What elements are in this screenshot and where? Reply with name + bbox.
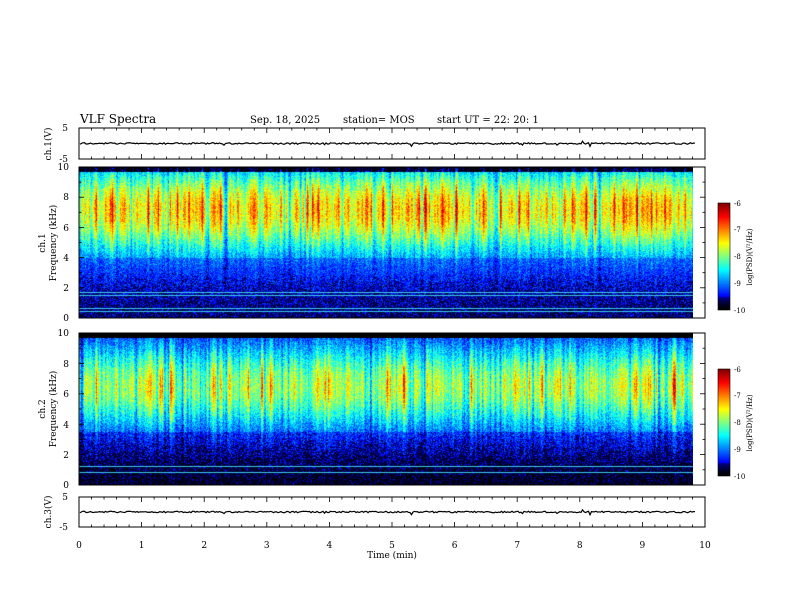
ch1-cb-tick-8: -8 bbox=[734, 253, 741, 261]
ch1-waveform-trace bbox=[79, 140, 696, 148]
axis-ticks bbox=[78, 128, 706, 527]
chart-title: VLF Spectra bbox=[79, 112, 156, 126]
ch3-wave-ytick-bottom: -5 bbox=[59, 523, 68, 533]
x-tick-label: 9 bbox=[640, 541, 646, 551]
ch2-spectrogram-image bbox=[79, 333, 693, 485]
ch2-colorbar bbox=[718, 369, 730, 476]
ch2-spec-ytick-4: 4 bbox=[63, 421, 69, 431]
x-tick-label: 1 bbox=[139, 541, 145, 551]
x-tick-labels: 0 1 2 3 4 5 6 7 8 9 10 bbox=[76, 541, 711, 551]
ch2-spec-ytick-6: 6 bbox=[63, 390, 69, 400]
ch1-spectrogram-image bbox=[79, 167, 693, 318]
x-tick-label: 10 bbox=[699, 541, 711, 551]
ch1-wave-ytick-bottom: -5 bbox=[59, 155, 68, 165]
ch2-spec-ylabel: ch.2Frequency (kHz) bbox=[38, 371, 59, 448]
ch2-cb-tick-6: -6 bbox=[734, 366, 741, 374]
ch1-cb-tick-9: -9 bbox=[734, 280, 741, 288]
ch2-spec-ytick-0: 0 bbox=[63, 481, 69, 491]
ch1-colorbar bbox=[718, 203, 730, 310]
ch1-wave-ylabel: ch.1(V) bbox=[43, 128, 54, 161]
x-tick-label: 3 bbox=[264, 541, 270, 551]
ch2-cb-tick-8: -8 bbox=[734, 419, 741, 427]
x-tick-label: 7 bbox=[514, 541, 520, 551]
ch1-colorbar-label: log(PSD)(V²/Hz) bbox=[746, 228, 754, 285]
ch1-spec-ytick-8: 8 bbox=[63, 193, 69, 203]
ch1-spec-ytick-0: 0 bbox=[63, 314, 69, 324]
x-tick-label: 8 bbox=[577, 541, 583, 551]
ch1-spec-ytick-10: 10 bbox=[58, 163, 70, 173]
x-tick-label: 5 bbox=[389, 541, 395, 551]
ch3-wave-ytick-top: 5 bbox=[62, 493, 68, 503]
ch2-spec-ytick-8: 8 bbox=[63, 360, 69, 370]
ch1-cb-tick-7: -7 bbox=[734, 226, 741, 234]
x-tick-label: 4 bbox=[327, 541, 333, 551]
ch1-colorbar-frame bbox=[717, 202, 731, 311]
ch2-colorbar-label: log(PSD)(V²/Hz) bbox=[746, 394, 754, 451]
header-date: Sep. 18, 2025 bbox=[250, 115, 320, 126]
ch1-cb-tick-10: -10 bbox=[734, 307, 745, 315]
x-axis-label: Time (min) bbox=[367, 550, 417, 561]
ch1-spec-ytick-6: 6 bbox=[63, 224, 69, 234]
header-station: station= MOS bbox=[343, 115, 415, 126]
ch1-spec-ytick-4: 4 bbox=[63, 254, 69, 264]
ch1-wave-ytick-top: 5 bbox=[62, 124, 68, 134]
ch1-spec-ylabel: ch.1Frequency (kHz) bbox=[38, 205, 59, 282]
x-tick-label: 6 bbox=[452, 541, 458, 551]
ch3-waveform-trace bbox=[79, 508, 696, 517]
ch2-spec-ytick-10: 10 bbox=[58, 329, 70, 339]
ch1-cb-tick-6: -6 bbox=[734, 200, 741, 208]
header-start-time: start UT = 22: 20: 1 bbox=[437, 115, 539, 126]
ch2-colorbar-frame bbox=[717, 368, 731, 477]
ch2-cb-tick-10: -10 bbox=[734, 473, 745, 481]
ch1-spec-ytick-2: 2 bbox=[63, 284, 69, 294]
ch2-cb-tick-7: -7 bbox=[734, 392, 741, 400]
x-tick-label: 0 bbox=[76, 541, 82, 551]
ch2-spec-ytick-2: 2 bbox=[63, 451, 69, 461]
ch2-cb-tick-9: -9 bbox=[734, 446, 741, 454]
ch3-wave-ylabel: ch.3(V) bbox=[43, 496, 54, 529]
x-tick-label: 2 bbox=[201, 541, 207, 551]
